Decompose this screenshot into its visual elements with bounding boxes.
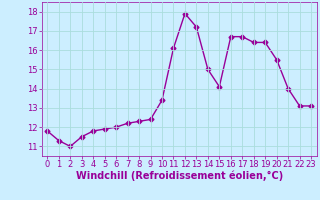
- X-axis label: Windchill (Refroidissement éolien,°C): Windchill (Refroidissement éolien,°C): [76, 171, 283, 181]
